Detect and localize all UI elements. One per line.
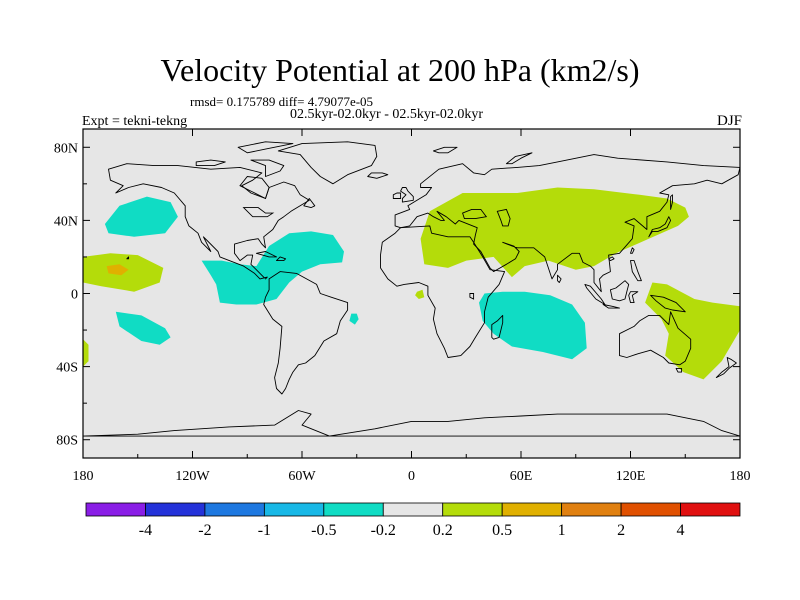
colorbar-swatch [561, 502, 622, 517]
coast-novaya-zemlya [505, 152, 533, 165]
coast-north-america [108, 163, 310, 280]
coast-south-america [263, 271, 349, 395]
anomaly-north-pacific-negative [104, 196, 178, 237]
coast-hainan [608, 256, 615, 262]
coast-svalbard [432, 146, 458, 154]
coast-australia [619, 311, 692, 366]
colorbar-label: 0.2 [433, 522, 453, 539]
colorbar-swatch [204, 502, 265, 517]
colorbar-label: -1 [258, 522, 271, 539]
coast-ireland [392, 192, 402, 199]
map-axes: 180 120W 60W 0 60E 120E 180 80N 40N 0 40S 80S [54, 129, 751, 484]
colorbar-label: 2 [617, 522, 625, 539]
y-tick-label: 40S [56, 361, 78, 376]
anomaly-south-pacific-negative [115, 311, 171, 345]
anomaly-central-pacific-core [106, 264, 129, 276]
coast-sakhalin [670, 194, 673, 210]
colorbar: -4 -2 -1 -0.5 -0.2 0.2 0.5 1 2 4 [85, 502, 741, 539]
colorbar-swatch [263, 502, 325, 517]
colorbar-swatch [680, 502, 741, 517]
coast-java [602, 304, 620, 309]
x-tick-label: 60W [288, 469, 316, 484]
y-tick-label: 80S [56, 434, 78, 449]
lake-great-lakes [242, 207, 275, 218]
coast-taiwan [630, 247, 635, 254]
x-tick-label: 180 [730, 469, 751, 484]
coast-eurasia [394, 154, 740, 293]
colorbar-label: -2 [198, 522, 211, 539]
anomaly-eurasia-positive [420, 187, 689, 278]
coast-madagascar [491, 314, 504, 340]
statistics-text: rmsd= 0.175789 diff= 4.79077e-05 [190, 94, 374, 109]
lake-lake-victoria [469, 293, 475, 300]
experiment-label: Expt = tekni-tekng [82, 114, 188, 129]
coast-ellesmere-island [237, 141, 294, 154]
x-tick-label: 120W [175, 469, 210, 484]
colorbar-label: -4 [139, 522, 152, 539]
colorbar-swatch [323, 502, 384, 517]
anomaly-field [83, 187, 740, 380]
coast-greenland [277, 141, 378, 185]
colorbar-label: 0.5 [492, 522, 512, 539]
lake-caspian-sea [496, 208, 511, 227]
colorbar-label: 1 [558, 522, 566, 539]
y-tick-label: 0 [71, 288, 78, 303]
colorbar-swatch [442, 502, 503, 517]
x-tick-label: 0 [408, 469, 415, 484]
map-background [83, 129, 740, 458]
anomaly-maritime-positive [645, 282, 740, 380]
x-tick-label: 60E [510, 469, 533, 484]
coast-philippines [630, 260, 642, 282]
period-subtitle: 02.5kyr-02.0kyr - 02.5kyr-02.0kyr [290, 107, 484, 122]
figure-title: Velocity Potential at 200 hPa (km2/s) [160, 52, 640, 88]
coast-hawaii [126, 256, 130, 260]
coastlines [83, 141, 740, 437]
colorbar-swatch [620, 502, 681, 517]
coast-new-guinea [650, 294, 686, 313]
anomaly-east-pacific-positive [83, 339, 89, 367]
anomaly-indian-ocean-negative [479, 291, 587, 360]
colorbar-label: 4 [677, 522, 685, 539]
coast-japan [648, 216, 672, 238]
y-tick-label: 40N [54, 214, 78, 229]
lake-hudson-bay [239, 176, 270, 200]
colorbar-label: -0.5 [311, 522, 336, 539]
coast-cuba [255, 251, 277, 258]
season-label: DJF [716, 113, 742, 129]
coast-baffin-island [250, 159, 285, 177]
coast-new-zealand [715, 357, 737, 379]
x-tick-label: 180 [73, 469, 94, 484]
colorbar-swatch [382, 502, 444, 517]
coast-sulawesi [628, 291, 639, 304]
coast-antarctica [83, 410, 740, 437]
coast-victoria-island [195, 159, 226, 167]
coast-iceland [367, 172, 389, 179]
x-tick-label: 120E [616, 469, 646, 484]
coast-tasmania [675, 367, 683, 373]
coast-sri-lanka [557, 274, 562, 283]
anomaly-west-africa-positive [415, 289, 425, 299]
coast-borneo [609, 280, 630, 302]
y-tick-label: 80N [54, 141, 78, 156]
anomaly-south-atlantic-negative [349, 313, 359, 325]
coast-british-isles [400, 187, 414, 203]
coast-hispaniola [276, 256, 287, 262]
colorbar-swatch [85, 502, 146, 517]
colorbar-swatch [145, 502, 206, 517]
colorbar-label: -0.2 [371, 522, 396, 539]
colorbar-swatch [501, 502, 563, 517]
lake-black-sea [462, 208, 488, 220]
coast-newfoundland [303, 198, 316, 209]
anomaly-americas-atlantic-negative [201, 231, 344, 305]
coast-africa [380, 225, 506, 358]
